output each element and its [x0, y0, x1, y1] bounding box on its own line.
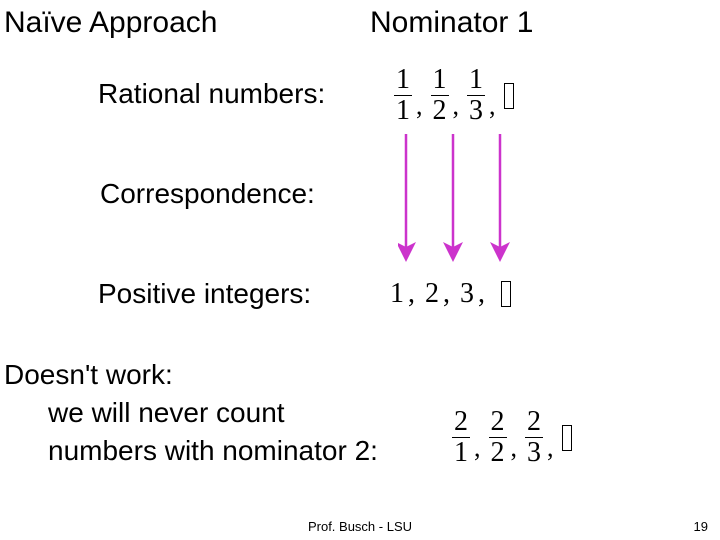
fraction-denominator: 2 [489, 437, 507, 467]
integer-value: 2 [425, 278, 439, 310]
fraction: 1 1 [394, 66, 412, 125]
fraction: 1 3 [467, 66, 485, 125]
fraction: 2 1 [452, 408, 470, 467]
title-right: Nominator 1 [370, 6, 533, 40]
footer-text: Prof. Busch - LSU [0, 519, 720, 534]
fraction-denominator: 2 [431, 95, 449, 125]
fraction-denominator: 1 [394, 95, 412, 125]
comma: , [416, 91, 423, 121]
comma: , [453, 91, 460, 121]
comma: , [474, 433, 481, 463]
ellipsis-icon [504, 83, 514, 109]
fraction-numerator: 1 [394, 66, 412, 95]
correspondence-arrows [398, 134, 588, 264]
title-left: Naïve Approach [4, 6, 217, 40]
fraction: 2 3 [525, 408, 543, 467]
positive-integers-row: 1 , 2 , 3 , [388, 278, 511, 310]
fraction: 2 2 [489, 408, 507, 467]
fraction-numerator: 2 [452, 408, 470, 437]
fraction-numerator: 2 [489, 408, 507, 437]
doesnt-work-line3: numbers with nominator 2: [48, 432, 378, 470]
comma: , [478, 278, 485, 310]
fraction-denominator: 1 [452, 437, 470, 467]
comma: , [408, 278, 415, 310]
fraction: 1 2 [431, 66, 449, 125]
rational-fractions-row: 1 1 , 1 2 , 1 3 , [392, 66, 514, 125]
fraction-numerator: 2 [525, 408, 543, 437]
fraction-numerator: 1 [467, 66, 485, 95]
label-rational-numbers: Rational numbers: [98, 78, 325, 110]
fraction-denominator: 3 [525, 437, 543, 467]
integer-value: 3 [460, 278, 474, 310]
fraction-numerator: 1 [431, 66, 449, 95]
comma: , [443, 278, 450, 310]
fraction-denominator: 3 [467, 95, 485, 125]
ellipsis-icon [501, 281, 511, 307]
label-positive-integers: Positive integers: [98, 278, 311, 310]
comma: , [547, 433, 554, 463]
page-number: 19 [694, 519, 708, 534]
comma: , [511, 433, 518, 463]
doesnt-work-line2: we will never count [48, 394, 378, 432]
ellipsis-icon [562, 425, 572, 451]
doesnt-work-line1: Doesn't work: [4, 356, 378, 394]
integer-value: 1 [390, 278, 404, 310]
doesnt-work-block: Doesn't work: we will never count number… [4, 356, 378, 469]
nominator2-fractions-row: 2 1 , 2 2 , 2 3 , [450, 408, 572, 467]
label-correspondence: Correspondence: [100, 178, 315, 210]
comma: , [489, 91, 496, 121]
